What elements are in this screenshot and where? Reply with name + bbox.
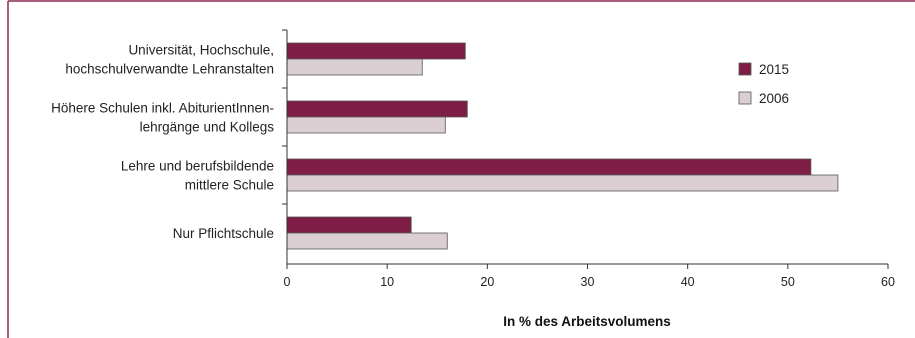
x-tick-label: 30: [581, 275, 595, 289]
bar-2006-3: [286, 174, 839, 192]
category-label: Universität, Hochschule,: [128, 43, 274, 58]
x-tick-label: 40: [681, 275, 695, 289]
category-label: mittlere Schule: [185, 178, 274, 193]
axes-group: 0 10 20 30 40 50 60: [282, 29, 895, 289]
bar-2006-1: [286, 58, 423, 76]
bar-2006-2: [286, 116, 446, 134]
legend-label-2006: 2006: [759, 91, 789, 106]
category-label: Nur Pflichtschule: [173, 226, 274, 241]
legend-swatch-2006: [738, 91, 752, 105]
x-tick-label: 0: [284, 275, 291, 289]
bar-2015-2: [286, 100, 468, 118]
category-label: hochschulverwandte Lehranstalten: [65, 62, 274, 77]
category-labels: Universität, Hochschule, hochschulverwand…: [51, 43, 274, 242]
bar-2015-4: [286, 216, 412, 234]
bar-2006-4: [286, 232, 448, 250]
x-tick-label: 50: [781, 275, 795, 289]
x-tick-label: 20: [480, 275, 494, 289]
x-tick-label: 10: [380, 275, 394, 289]
legend: 2015 2006: [738, 62, 789, 106]
category-label: Höhere Schulen inkl. AbiturientInnen-: [51, 101, 274, 116]
legend-swatch-2015: [738, 62, 752, 76]
bar-2015-3: [286, 158, 812, 176]
x-axis-label: In % des Arbeitsvolumens: [503, 314, 671, 329]
bars-group: [286, 42, 839, 250]
x-tick-label: 60: [881, 275, 895, 289]
category-label: Lehre und berufsbildende: [121, 159, 274, 174]
bar-2015-1: [286, 42, 466, 60]
legend-label-2015: 2015: [759, 62, 789, 77]
category-label: lehrgänge und Kollegs: [140, 120, 275, 135]
